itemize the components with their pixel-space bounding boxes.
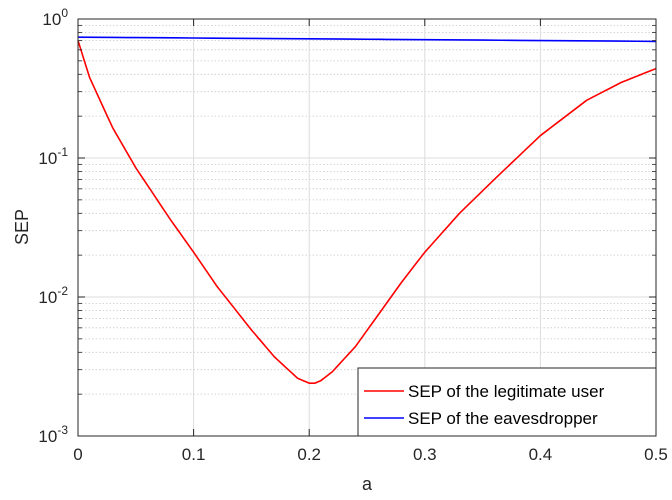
- series-line-0: [77, 40, 657, 384]
- series-line-1: [77, 36, 657, 43]
- x-tick-labels: 0 0.1 0.2 0.3 0.4 0.5: [73, 445, 668, 464]
- x-tick-label: 0.5: [644, 445, 668, 464]
- legend-label-legitimate-user: SEP of the legitimate user: [408, 382, 605, 401]
- y-tick-label: 100: [42, 6, 68, 29]
- x-tick-label: 0.3: [413, 445, 437, 464]
- plot-background: [78, 19, 656, 436]
- y-tick-labels: 10-3 10-2 10-1 100: [38, 6, 68, 446]
- legend-box: [357, 367, 657, 437]
- x-axis-label: a: [362, 474, 373, 494]
- x-tick-label: 0.2: [297, 445, 321, 464]
- axis-ticks: [77, 18, 657, 437]
- legend-label-eavesdropper: SEP of the eavesdropper: [408, 409, 598, 428]
- x-tick-label: 0: [73, 445, 82, 464]
- series-lines: [77, 36, 657, 384]
- y-axis-label: SEP: [12, 209, 32, 245]
- y-tick-label: 10-3: [38, 423, 68, 446]
- y-tick-label: 10-1: [38, 145, 68, 168]
- x-tick-label: 0.4: [529, 445, 553, 464]
- x-tick-label: 0.1: [182, 445, 206, 464]
- y-tick-label: 10-2: [38, 284, 68, 307]
- legend: SEP of the legitimate user SEP of the ea…: [357, 367, 657, 437]
